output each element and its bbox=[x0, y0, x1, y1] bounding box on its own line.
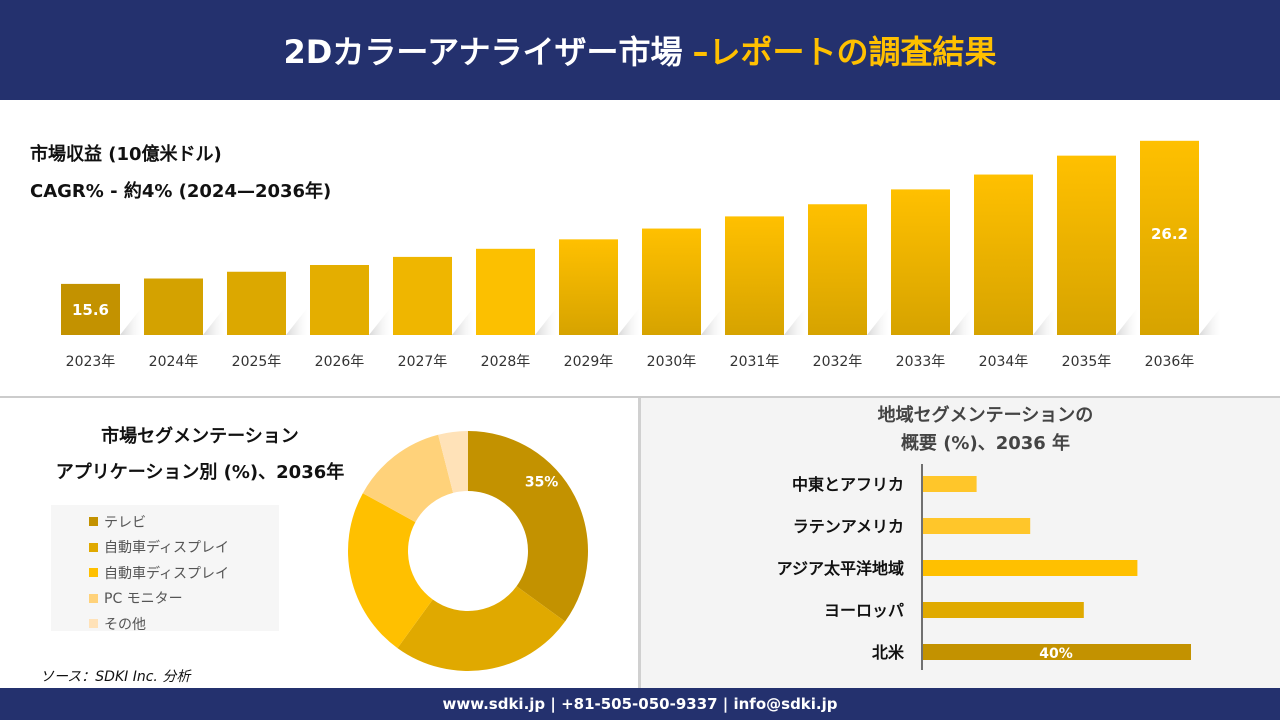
bar-shadow bbox=[1033, 307, 1055, 335]
region-data-label: 40% bbox=[1039, 646, 1073, 662]
revenue-bar bbox=[310, 265, 369, 335]
region-label: アジア太平洋地域 bbox=[777, 559, 904, 578]
region-title: 地域セグメンテーションの 概要 (%)、2036 年 bbox=[641, 402, 1280, 458]
revenue-bar bbox=[1140, 140, 1199, 335]
revenue-bar bbox=[808, 204, 867, 335]
data-label: 15.6 bbox=[72, 301, 109, 319]
legend-label: PC モニター bbox=[104, 591, 183, 608]
section-divider bbox=[0, 396, 1280, 398]
revenue-bar bbox=[393, 256, 452, 335]
region-segment-panel: 地域セグメンテーションの 概要 (%)、2036 年 中東とアフリカ ラテンアメリ… bbox=[641, 398, 1280, 688]
data-label: 26.2 bbox=[1151, 225, 1188, 243]
revenue-title: 市場収益 (10億米ドル) bbox=[30, 144, 222, 165]
region-title-2: 概要 (%)、2036 年 bbox=[900, 433, 1071, 454]
revenue-bar bbox=[974, 174, 1033, 335]
footer-contact: www.sdki.jp | +81-505-050-9337 | info@sd… bbox=[0, 688, 1280, 720]
legend-swatch bbox=[89, 568, 98, 578]
bar-shadow bbox=[784, 307, 806, 335]
application-segment-panel: 市場セグメンテーション アプリケーション別 (%)、2036年 テレビ自動車ディ… bbox=[0, 398, 638, 688]
x-tick-label: 2034年 bbox=[979, 354, 1029, 370]
x-tick-label: 2028年 bbox=[481, 354, 531, 370]
bar-shadow bbox=[369, 307, 391, 335]
legend-swatch bbox=[89, 542, 98, 552]
region-label: ラテンアメリカ bbox=[793, 517, 904, 536]
header-banner: 2Dカラーアナライザー市場 –レポートの調査結果 bbox=[0, 0, 1280, 100]
revenue-panel: 市場収益 (10億米ドル) CAGR% - 約4% (2024—2036年) 2… bbox=[0, 100, 1280, 396]
region-label: 中東とアフリカ bbox=[792, 475, 904, 494]
x-tick-label: 2025年 bbox=[232, 354, 282, 370]
x-tick-label: 2024年 bbox=[149, 354, 199, 370]
x-tick-label: 2033年 bbox=[896, 354, 946, 370]
bar-shadow bbox=[535, 307, 557, 335]
x-tick-label: 2030年 bbox=[647, 354, 697, 370]
x-tick-label: 2032年 bbox=[813, 354, 863, 370]
segment-title-1: 市場セグメンテーション bbox=[101, 426, 299, 447]
revenue-bar bbox=[476, 248, 535, 335]
bar-shadow bbox=[618, 307, 640, 335]
revenue-bar-chart: 2023年 15.6 2024年 2025年 2026年 2027年 2028年 2029年 2… bbox=[61, 140, 1221, 370]
vertical-divider bbox=[638, 398, 641, 688]
legend-item: テレビ bbox=[89, 509, 279, 535]
legend-swatch bbox=[89, 593, 98, 603]
legend-item: PC モニター bbox=[89, 586, 279, 612]
legend-item: その他 bbox=[89, 611, 279, 637]
region-bar bbox=[923, 518, 1031, 534]
page-title-accent: –レポートの調査結果 bbox=[692, 33, 997, 71]
legend-label: その他 bbox=[104, 616, 146, 633]
revenue-bar bbox=[227, 271, 286, 335]
region-bar bbox=[923, 560, 1138, 576]
x-tick-label: 2031年 bbox=[730, 354, 780, 370]
bar-shadow bbox=[867, 307, 889, 335]
region-bar bbox=[923, 476, 977, 492]
legend-item: 自動車ディスプレイ bbox=[89, 560, 279, 586]
application-donut-chart: 35% bbox=[348, 431, 588, 671]
x-tick-label: 2026年 bbox=[315, 354, 365, 370]
region-bar bbox=[923, 602, 1084, 618]
revenue-bar bbox=[559, 239, 618, 335]
revenue-bar bbox=[891, 189, 950, 335]
revenue-bar bbox=[61, 283, 120, 335]
donut-slice bbox=[468, 431, 588, 622]
revenue-bar bbox=[725, 216, 784, 335]
legend-swatch bbox=[89, 517, 98, 527]
region-bar bbox=[923, 644, 1191, 660]
x-tick-label: 2029年 bbox=[564, 354, 614, 370]
revenue-bar bbox=[642, 228, 701, 335]
bar-shadow bbox=[950, 307, 972, 335]
legend-swatch bbox=[89, 619, 98, 629]
region-label: ヨーロッパ bbox=[824, 601, 904, 620]
legend-label: 自動車ディスプレイ bbox=[104, 540, 230, 557]
donut-slice bbox=[362, 434, 454, 523]
legend-label: テレビ bbox=[104, 514, 146, 531]
donut-slice bbox=[397, 586, 566, 671]
source-note: ソース：SDKI Inc. 分析 bbox=[40, 669, 191, 685]
donut-slice bbox=[438, 431, 468, 493]
donut-legend: テレビ自動車ディスプレイ 自動車ディスプレイ PC モニター その他 bbox=[51, 505, 279, 633]
donut-slice bbox=[348, 493, 433, 649]
legend-item: 自動車ディスプレイ bbox=[89, 535, 279, 561]
revenue-bar bbox=[144, 278, 203, 335]
x-tick-label: 2027年 bbox=[398, 354, 448, 370]
bar-shadow bbox=[203, 307, 225, 335]
bar-shadow bbox=[1199, 307, 1221, 335]
bar-shadow bbox=[1116, 307, 1138, 335]
cagr-label: CAGR% - 約4% (2024—2036年) bbox=[30, 181, 332, 202]
bar-shadow bbox=[120, 307, 142, 335]
segment-title-2: アプリケーション別 (%)、2036年 bbox=[55, 462, 345, 483]
bar-shadow bbox=[701, 307, 723, 335]
bar-shadow bbox=[452, 307, 474, 335]
x-tick-label: 2036年 bbox=[1145, 354, 1195, 370]
x-tick-label: 2035年 bbox=[1062, 354, 1112, 370]
donut-data-label: 35% bbox=[525, 474, 559, 490]
revenue-bar bbox=[1057, 155, 1116, 335]
page-title: 2Dカラーアナライザー市場 bbox=[283, 33, 683, 71]
region-title-1: 地域セグメンテーションの bbox=[877, 405, 1094, 426]
bar-shadow bbox=[286, 307, 308, 335]
x-tick-label: 2023年 bbox=[66, 354, 116, 370]
legend-label: 自動車ディスプレイ bbox=[104, 565, 230, 582]
region-label: 北米 bbox=[872, 643, 905, 662]
